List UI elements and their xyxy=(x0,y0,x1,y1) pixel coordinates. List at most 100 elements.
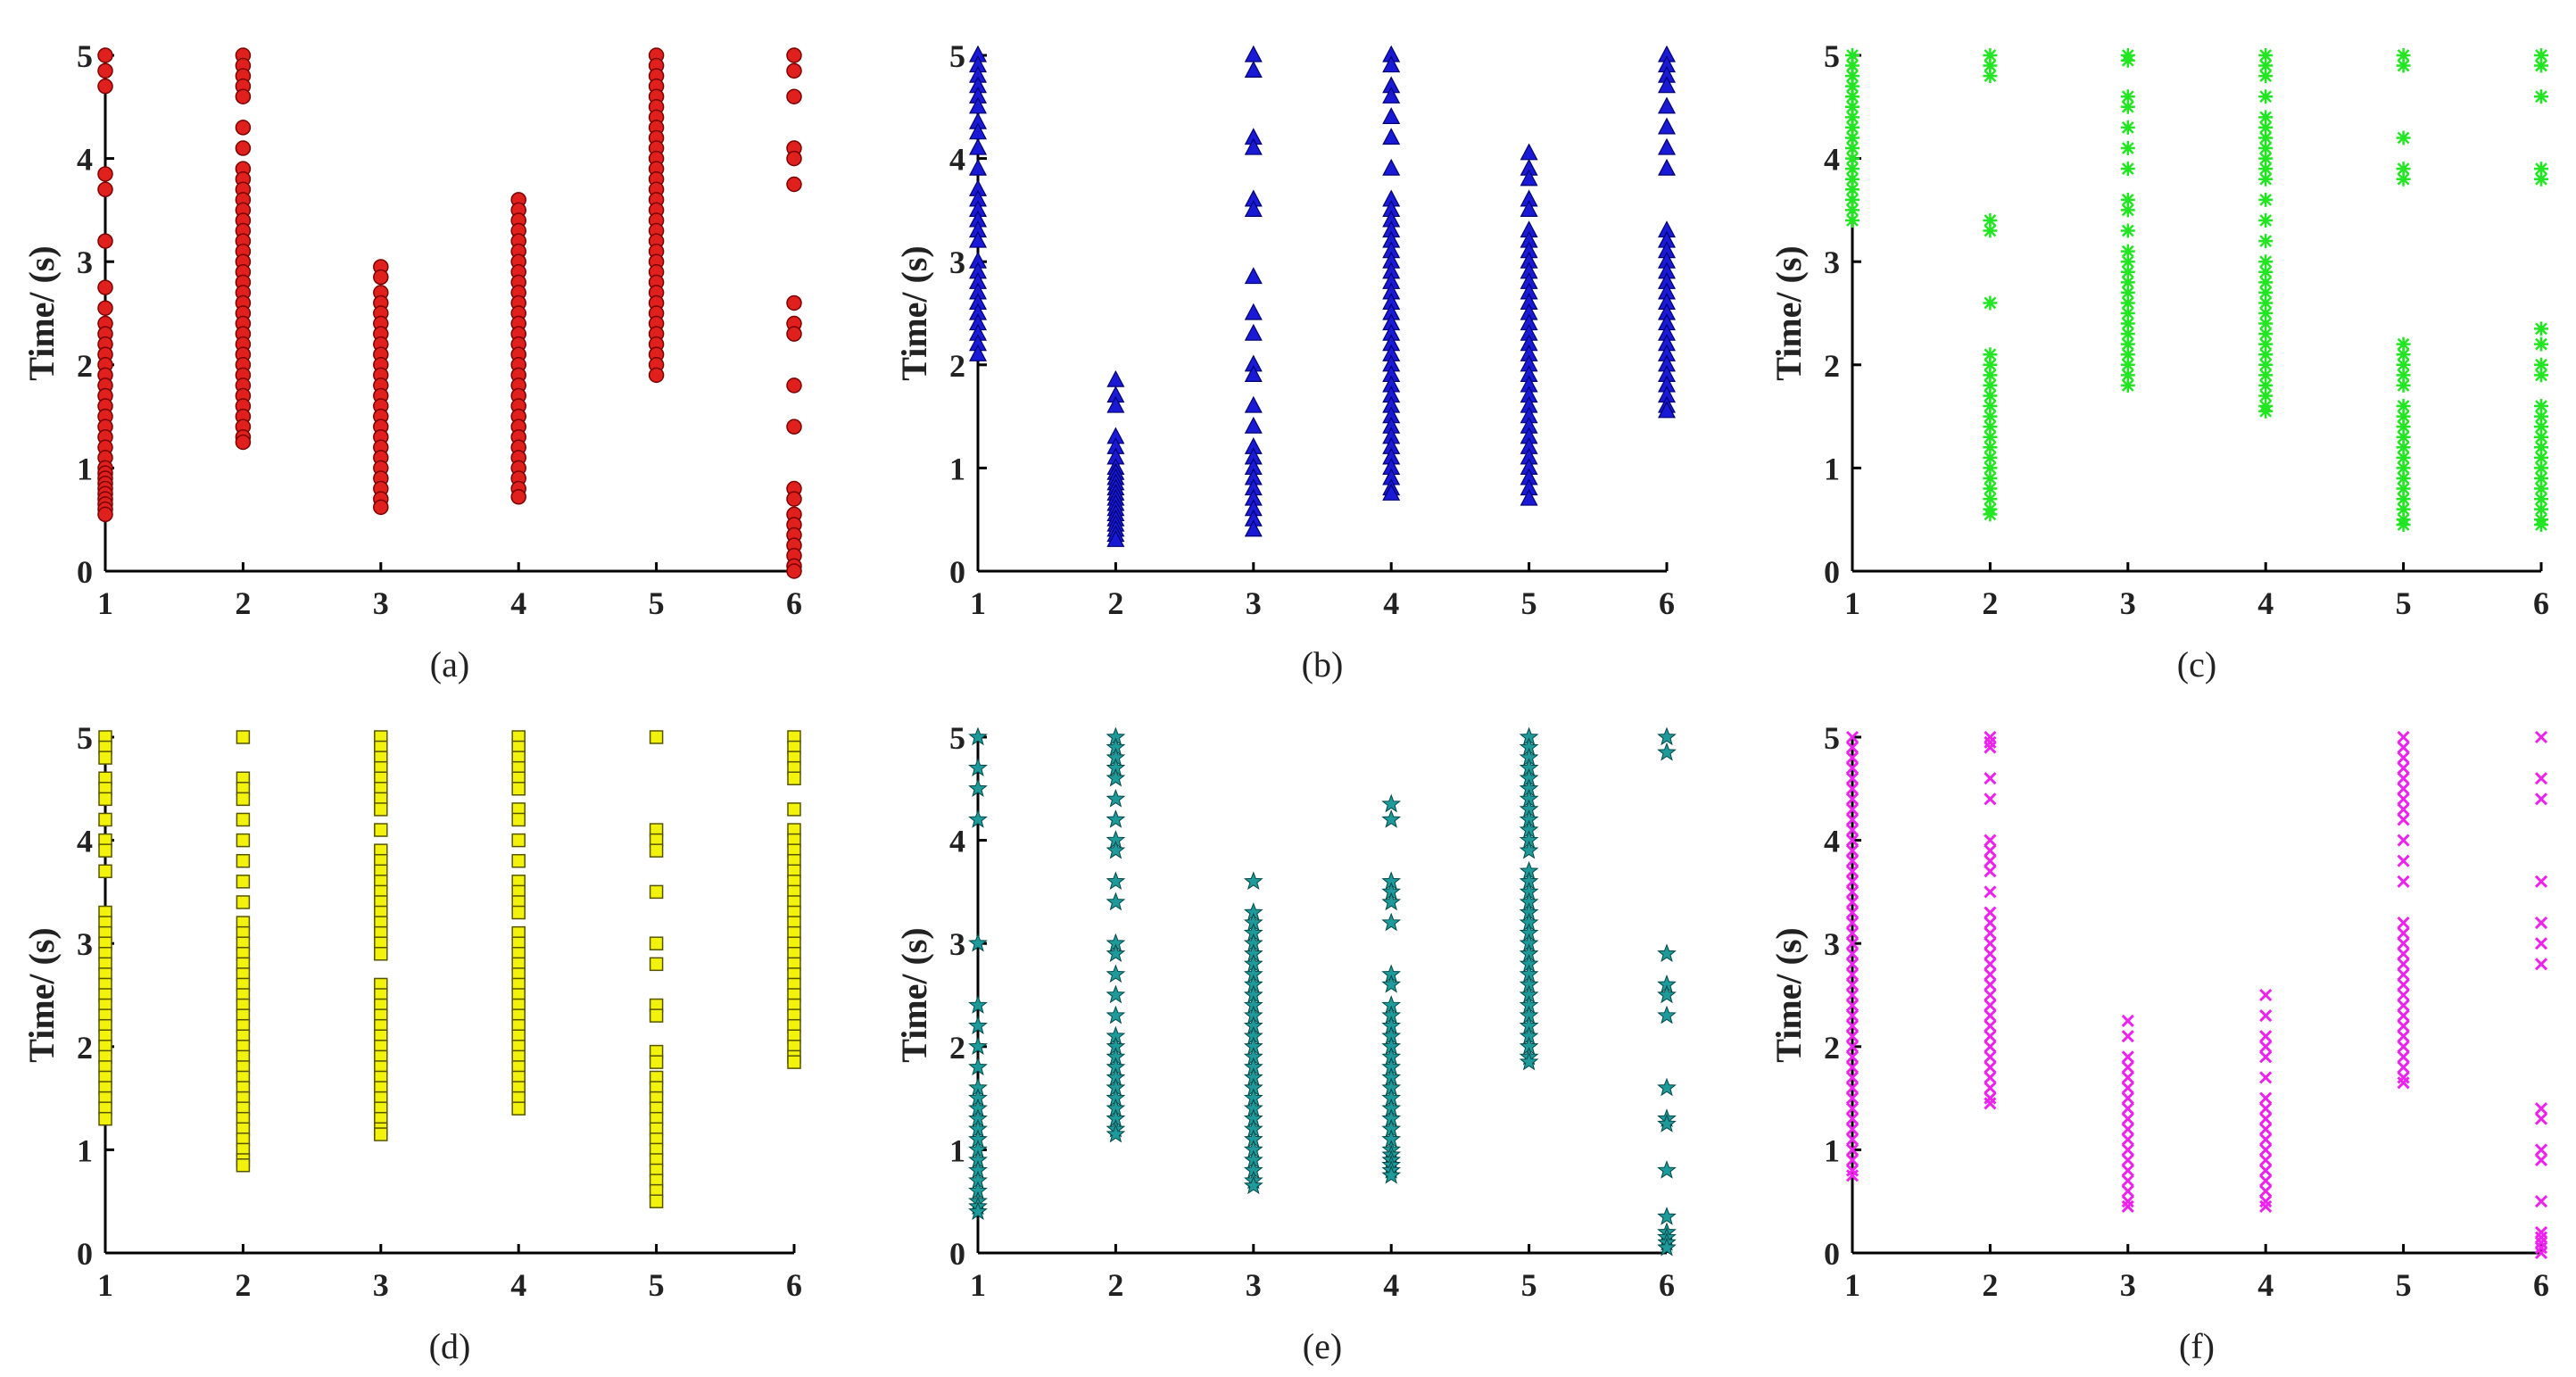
x-tick-label: 3 xyxy=(2120,1267,2136,1303)
data-point xyxy=(2120,264,2135,279)
data-point xyxy=(1519,840,1539,859)
data-point xyxy=(1845,917,1860,930)
data-point xyxy=(2120,254,2135,270)
data-point xyxy=(2258,234,2274,249)
data-point xyxy=(2258,336,2274,352)
data-point xyxy=(1845,937,1860,950)
data-point xyxy=(1983,419,1998,435)
data-point xyxy=(1845,212,1860,228)
data-point xyxy=(2534,1102,2548,1116)
x-tick-label: 3 xyxy=(1246,1267,1262,1303)
data-point xyxy=(1984,967,1997,981)
data-point xyxy=(2258,110,2274,125)
data-point xyxy=(1845,1102,1860,1116)
data-point xyxy=(1106,840,1126,859)
data-point xyxy=(2121,1081,2134,1095)
data-point xyxy=(98,864,112,879)
data-point xyxy=(969,230,987,248)
data-point xyxy=(1520,488,1538,506)
data-point xyxy=(2120,223,2135,238)
data-point xyxy=(2258,89,2274,104)
data-point xyxy=(1106,1124,1126,1143)
data-point xyxy=(2259,1009,2273,1023)
y-tick-label: 4 xyxy=(1824,142,1840,178)
data-point xyxy=(373,269,389,286)
data-point xyxy=(2258,151,2274,166)
y-tick-label: 0 xyxy=(949,554,965,590)
data-point xyxy=(2396,517,2411,532)
x-tick-label: 4 xyxy=(1383,1267,1399,1303)
data-point xyxy=(1983,399,1998,414)
data-point xyxy=(649,884,664,900)
data-point xyxy=(2397,761,2410,775)
data-point xyxy=(2121,1030,2134,1043)
data-point xyxy=(2121,1071,2134,1084)
data-point xyxy=(786,563,802,579)
x-tick-label: 3 xyxy=(373,1267,389,1303)
data-point xyxy=(1983,440,1998,455)
data-point xyxy=(2534,48,2548,62)
x-tick-label: 2 xyxy=(1107,1267,1123,1303)
data-point xyxy=(968,1057,988,1076)
y-tick-label: 3 xyxy=(77,926,93,962)
data-point xyxy=(2258,162,2274,177)
data-point xyxy=(1983,212,1998,228)
data-point xyxy=(2258,327,2274,342)
data-point xyxy=(236,833,251,848)
data-point xyxy=(1845,865,1860,878)
data-point xyxy=(2397,1030,2410,1043)
data-point xyxy=(236,895,251,909)
data-point xyxy=(2258,130,2274,145)
data-point xyxy=(1381,912,1402,932)
data-point xyxy=(2534,772,2548,785)
data-point xyxy=(1845,48,1860,62)
x-tick-label: 2 xyxy=(1107,585,1123,621)
data-point xyxy=(1658,158,1676,176)
data-point xyxy=(1658,137,1676,155)
data-point xyxy=(1658,117,1676,135)
data-point xyxy=(786,326,802,342)
data-point xyxy=(968,1201,988,1221)
data-point xyxy=(2397,875,2410,888)
data-point xyxy=(236,730,251,744)
x-tick-label: 6 xyxy=(2533,1267,2549,1303)
data-point xyxy=(1983,377,1998,393)
data-point xyxy=(1845,906,1860,919)
data-point xyxy=(1106,369,1125,387)
x-tick-label: 4 xyxy=(2257,585,2274,621)
data-point xyxy=(1845,1050,1860,1064)
data-point xyxy=(1845,1153,1860,1167)
data-point xyxy=(1984,958,1997,971)
data-point xyxy=(2396,409,2411,424)
data-point xyxy=(1845,58,1860,73)
data-point xyxy=(1519,1051,1539,1071)
data-point xyxy=(786,88,802,104)
data-point xyxy=(1983,388,1998,403)
data-point xyxy=(1657,1114,1677,1132)
data-point xyxy=(2396,419,2411,435)
data-point xyxy=(2534,517,2548,532)
data-point xyxy=(786,491,802,507)
y-tick-label: 0 xyxy=(77,554,93,590)
data-point xyxy=(511,833,526,848)
data-point xyxy=(2120,192,2135,207)
data-point xyxy=(1984,937,1997,950)
data-point xyxy=(2259,1112,2273,1125)
data-point xyxy=(2258,58,2274,73)
data-point xyxy=(1244,267,1263,285)
data-point xyxy=(2397,1076,2410,1090)
data-point xyxy=(1983,507,1998,522)
data-point xyxy=(97,300,113,316)
data-point xyxy=(374,823,388,837)
x-tick-label: 5 xyxy=(2396,1267,2412,1303)
data-point xyxy=(2121,1164,2134,1177)
data-point xyxy=(649,843,664,858)
data-point xyxy=(1984,844,1997,858)
data-point xyxy=(1243,871,1263,891)
data-point xyxy=(1984,730,1997,744)
data-point xyxy=(1382,128,1401,145)
data-point xyxy=(1845,854,1860,867)
data-point xyxy=(97,506,113,523)
